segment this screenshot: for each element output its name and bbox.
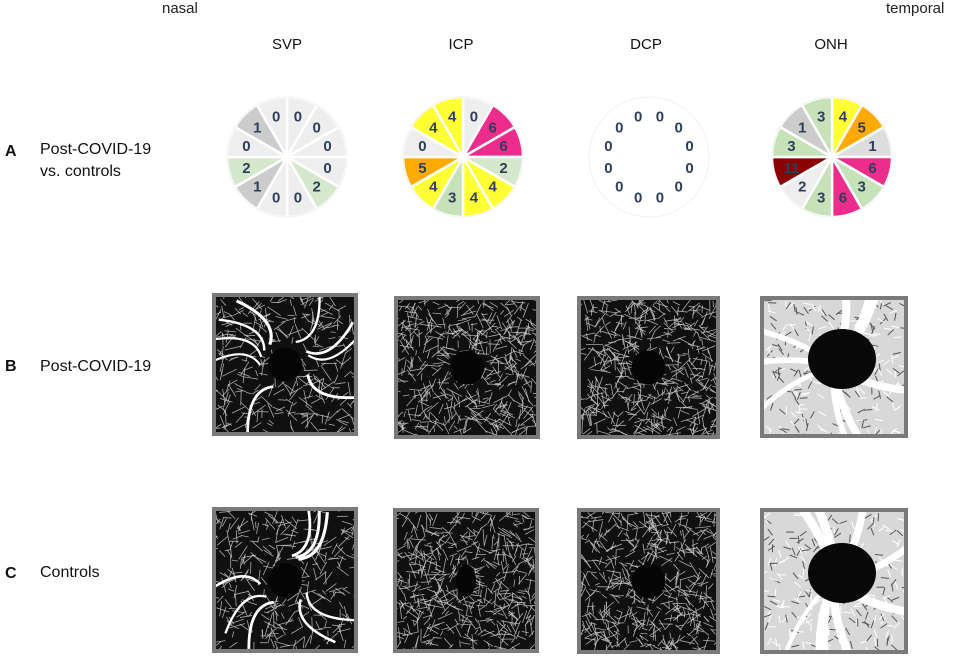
wheel-sector-value: 0 — [313, 119, 321, 136]
wheel-sector-value: 0 — [685, 138, 693, 155]
wheel-sector-value: 0 — [272, 190, 280, 207]
wheel-sector-value: 4 — [470, 190, 479, 207]
wheel-sector-value: 4 — [489, 179, 498, 196]
angiogram-texture — [764, 512, 904, 650]
octa-image-c-svp — [212, 507, 358, 653]
wheel-sector-value: 2 — [313, 179, 321, 196]
angiogram-texture — [581, 512, 716, 650]
wheel-sector-value: 0 — [675, 179, 683, 196]
wheel-sector-value: 4 — [839, 108, 848, 125]
wheel-sector-value: 2 — [798, 179, 806, 196]
row-label-a-line1: Post-COVID-19 — [40, 141, 152, 158]
wheel-sector-value: 3 — [787, 138, 795, 155]
wheel-sector-value: 2 — [499, 160, 507, 177]
wheel-sector-value: 0 — [604, 138, 612, 155]
wheel-sector-value: 0 — [418, 138, 426, 155]
octa-image-b-svp — [212, 293, 358, 436]
wheel-sector-value: 4 — [448, 108, 457, 125]
temporal-label: temporal — [886, 0, 945, 17]
wheel-sector-value: 6 — [489, 119, 497, 136]
wheel-sector-value: 4 — [429, 119, 438, 136]
wheel-sector-value: 0 — [242, 138, 250, 155]
wheel-sector-value: 2 — [242, 160, 250, 177]
octa-image-c-onh — [760, 508, 908, 654]
wheel-sector-value: 3 — [448, 190, 456, 207]
wheel-outline — [402, 96, 524, 218]
wheel-sector-value: 1 — [253, 179, 261, 196]
wheel-sector-value: 0 — [604, 160, 612, 177]
wheel-sector-value: 0 — [656, 108, 664, 125]
wheel-sector-value: 1 — [868, 138, 876, 155]
wheel-sector-value: 6 — [868, 160, 876, 177]
wheel-sector-value: 0 — [656, 190, 664, 207]
octa-image-b-dcp — [577, 296, 720, 439]
angiogram-texture — [581, 300, 716, 435]
angiogram-texture — [397, 512, 535, 649]
angiogram-texture — [216, 511, 354, 649]
octa-image-c-icp — [393, 508, 539, 653]
column-header-dcp: DCP — [630, 36, 662, 53]
wheel-sector-value: 5 — [418, 160, 426, 177]
wheel-sector-value: 6 — [839, 190, 847, 207]
wheel-sector-value: 0 — [634, 190, 642, 207]
angiogram-texture — [398, 300, 536, 435]
octa-image-b-onh — [760, 296, 908, 438]
column-header-icp: ICP — [448, 36, 474, 53]
row-letter-b: B — [5, 358, 17, 375]
row-label-a-line2: vs. controls — [40, 163, 121, 180]
wheel-sector-value: 3 — [817, 190, 825, 207]
row-label-b: Post-COVID-19 — [40, 358, 152, 375]
nasal-label: nasal — [162, 0, 198, 17]
wheel-outline — [588, 96, 710, 218]
wheel-sector-value: 0 — [272, 108, 280, 125]
wheel-sector-value: 0 — [323, 138, 331, 155]
octa-image-c-dcp — [577, 508, 720, 654]
wheel-sector-value: 5 — [858, 119, 866, 136]
wheel-sector-value: 3 — [817, 108, 825, 125]
wheel-sector-value: 11 — [784, 160, 800, 177]
wheel-sector-value: 0 — [470, 108, 478, 125]
row-label-c: Controls — [40, 564, 100, 581]
angiogram-texture — [764, 300, 904, 434]
wheel-sector-value: 6 — [499, 138, 507, 155]
row-letter-a: A — [5, 143, 17, 160]
octa-image-b-icp — [394, 296, 540, 439]
wheel-sector-value: 1 — [253, 119, 261, 136]
wheel-sector-value: 0 — [294, 190, 302, 207]
wheel-outline — [771, 96, 893, 218]
column-header-svp: SVP — [271, 36, 302, 53]
wheel-sector-value: 0 — [615, 119, 623, 136]
column-header-onh: ONH — [814, 36, 848, 53]
wheel-sector-value: 0 — [323, 160, 331, 177]
wheel-sector-value: 0 — [634, 108, 642, 125]
wheel-sector-value: 0 — [675, 119, 683, 136]
wheel-outline — [226, 96, 348, 218]
wheel-sector-value: 3 — [858, 179, 866, 196]
wheel-sector-value: 0 — [294, 108, 302, 125]
row-label-a: Post-COVID-19 vs. controls — [40, 139, 151, 183]
wheel-sector-value: 0 — [615, 179, 623, 196]
wheel-sector-value: 4 — [429, 179, 438, 196]
wheel-sector-value: 1 — [798, 119, 806, 136]
row-letter-c: C — [5, 565, 17, 582]
wheel-sector-value: 0 — [685, 160, 693, 177]
angiogram-texture — [216, 297, 354, 432]
